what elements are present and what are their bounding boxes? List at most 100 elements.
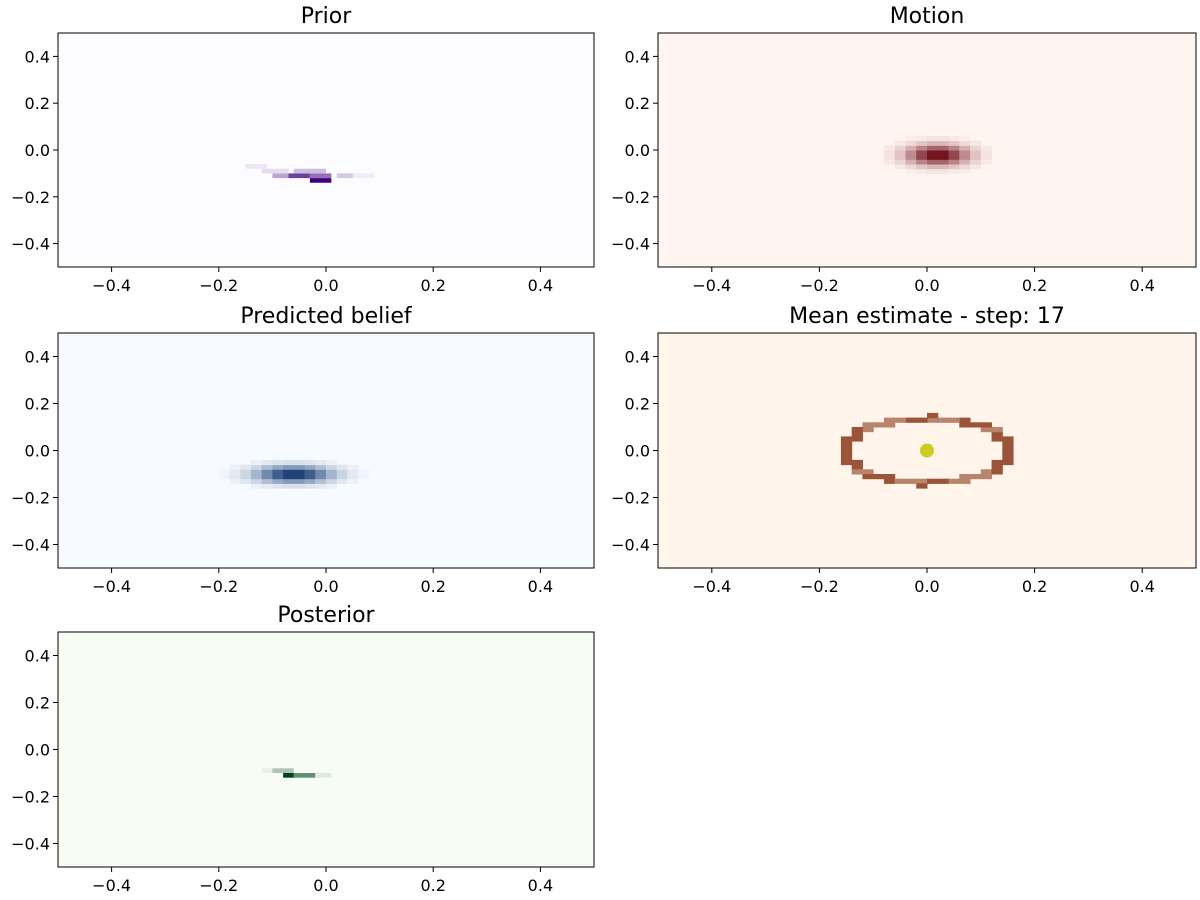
heatmap-cell [1002, 459, 1014, 466]
heatmap-cell [927, 145, 939, 151]
heatmap-cell [980, 150, 993, 156]
heatmap-cell [883, 159, 896, 165]
heatmap-cell [1002, 450, 1014, 456]
heatmap-cell [309, 178, 332, 183]
heatmap-cell [883, 478, 896, 484]
heatmap-cell [336, 469, 348, 475]
heatmap-cell [970, 154, 982, 160]
heatmap-cells [840, 412, 1014, 489]
heatmap-cell [1002, 445, 1014, 451]
x-tick-label: −0.4 [92, 876, 131, 895]
heatmap-cell [283, 474, 295, 480]
heatmap-cell [293, 459, 306, 466]
heatmap-cell [991, 431, 1003, 437]
y-tick-label: 0.2 [25, 94, 50, 113]
heatmap-cell [261, 474, 273, 480]
heatmap-cell [894, 417, 906, 423]
heatmap-cell [336, 173, 359, 179]
heatmap-cell [304, 469, 316, 475]
heatmap-cells [261, 768, 332, 778]
heatmap-cell [250, 474, 263, 480]
heatmap-cell [293, 469, 306, 475]
heatmap-cell [261, 768, 273, 773]
heatmap-cell [250, 469, 263, 475]
heatmap-cell [272, 173, 289, 179]
heatmap-cell [916, 168, 928, 174]
panel-title-mean-estimate: Mean estimate - step: 17 [789, 304, 1065, 329]
heatmap-cell [873, 474, 885, 480]
heatmap-cell [970, 140, 982, 146]
heatmap-cell [916, 154, 928, 160]
heatmap-cell [873, 422, 885, 428]
heatmap-cell [283, 773, 294, 778]
heatmap-cell [980, 474, 993, 480]
x-tick-label: 0.0 [313, 577, 338, 596]
heatmap-cells [245, 164, 375, 183]
x-tick-label: 0.4 [1129, 276, 1154, 295]
heatmap-cell [293, 168, 326, 174]
heatmap-cell [980, 422, 993, 428]
heatmap-cell [840, 455, 853, 461]
heatmap-cell [326, 469, 338, 475]
heatmap-cell [240, 474, 252, 480]
heatmap-cell [991, 436, 1003, 442]
heatmap-cell [261, 478, 273, 484]
heatmap-cell [283, 478, 295, 484]
heatmap-cell [894, 159, 906, 165]
y-tick-label: −0.2 [611, 489, 650, 508]
heatmap-cell [283, 459, 295, 466]
heatmap-cell [916, 150, 928, 156]
heatmap-cell [970, 150, 982, 156]
heatmap-cell [991, 459, 1003, 466]
heatmap-cell [894, 478, 906, 484]
y-tick-label: −0.4 [611, 536, 650, 555]
panel-motion: −0.4 −0.2 0.0 0.2 0.4 0.4 0.2 0.0 −0.2 −0.4 Motion [611, 4, 1197, 295]
heatmap-cell [883, 150, 896, 156]
heatmap-cell [851, 459, 863, 466]
heatmap-cell [347, 464, 359, 470]
heatmap-cell [250, 464, 263, 470]
panel-title-predicted-belief: Predicted belief [240, 304, 413, 329]
x-tick-label: 0.0 [914, 577, 939, 596]
x-tick-label: 0.0 [914, 276, 939, 295]
heatmap-cell [851, 427, 863, 433]
heatmap-cell [862, 474, 874, 480]
heatmap-cell [229, 478, 241, 484]
heatmap-cell [851, 464, 863, 470]
heatmap-cell [937, 478, 950, 484]
heatmap-cell [937, 159, 950, 165]
heatmap-cell [250, 459, 263, 466]
y-tick-label: 0.4 [25, 647, 50, 666]
heatmap-cell [894, 154, 906, 160]
heatmap-cell [937, 168, 950, 174]
heatmap-cell [905, 159, 917, 165]
y-tick-label: 0.0 [25, 442, 50, 461]
heatmap-cell [916, 483, 928, 489]
heatmap-cell [916, 478, 928, 484]
heatmap-cell [883, 417, 896, 423]
heatmap-cell [862, 427, 874, 433]
heatmap-cell [948, 168, 960, 174]
heatmap-cell [959, 474, 971, 480]
heatmap-cell [336, 478, 348, 484]
heatmap-cell [352, 173, 375, 179]
y-tick-label: 0.2 [25, 694, 50, 713]
heatmap-cell [948, 164, 960, 170]
heatmap-cell [347, 469, 359, 475]
heatmap-cell [326, 459, 338, 466]
heatmap-cell [326, 483, 338, 489]
y-tick-label: −0.4 [11, 235, 50, 254]
y-tick-label: 0.0 [625, 442, 650, 461]
heatmap-cell [272, 768, 294, 773]
panel-predicted-belief: −0.4 −0.2 0.0 0.2 0.4 0.4 0.2 0.0 −0.2 −0.4 Predic… [11, 304, 595, 596]
heatmap-cell [315, 478, 327, 484]
heatmap-cell [883, 422, 896, 428]
y-tick-label: 0.2 [625, 94, 650, 113]
heatmap-cell [894, 140, 906, 146]
heatmap-cell [862, 422, 874, 428]
heatmap-cell [315, 773, 332, 778]
x-tick-label: 0.2 [420, 577, 445, 596]
heatmap-cell [905, 164, 917, 170]
heatmap-cell [358, 469, 370, 475]
